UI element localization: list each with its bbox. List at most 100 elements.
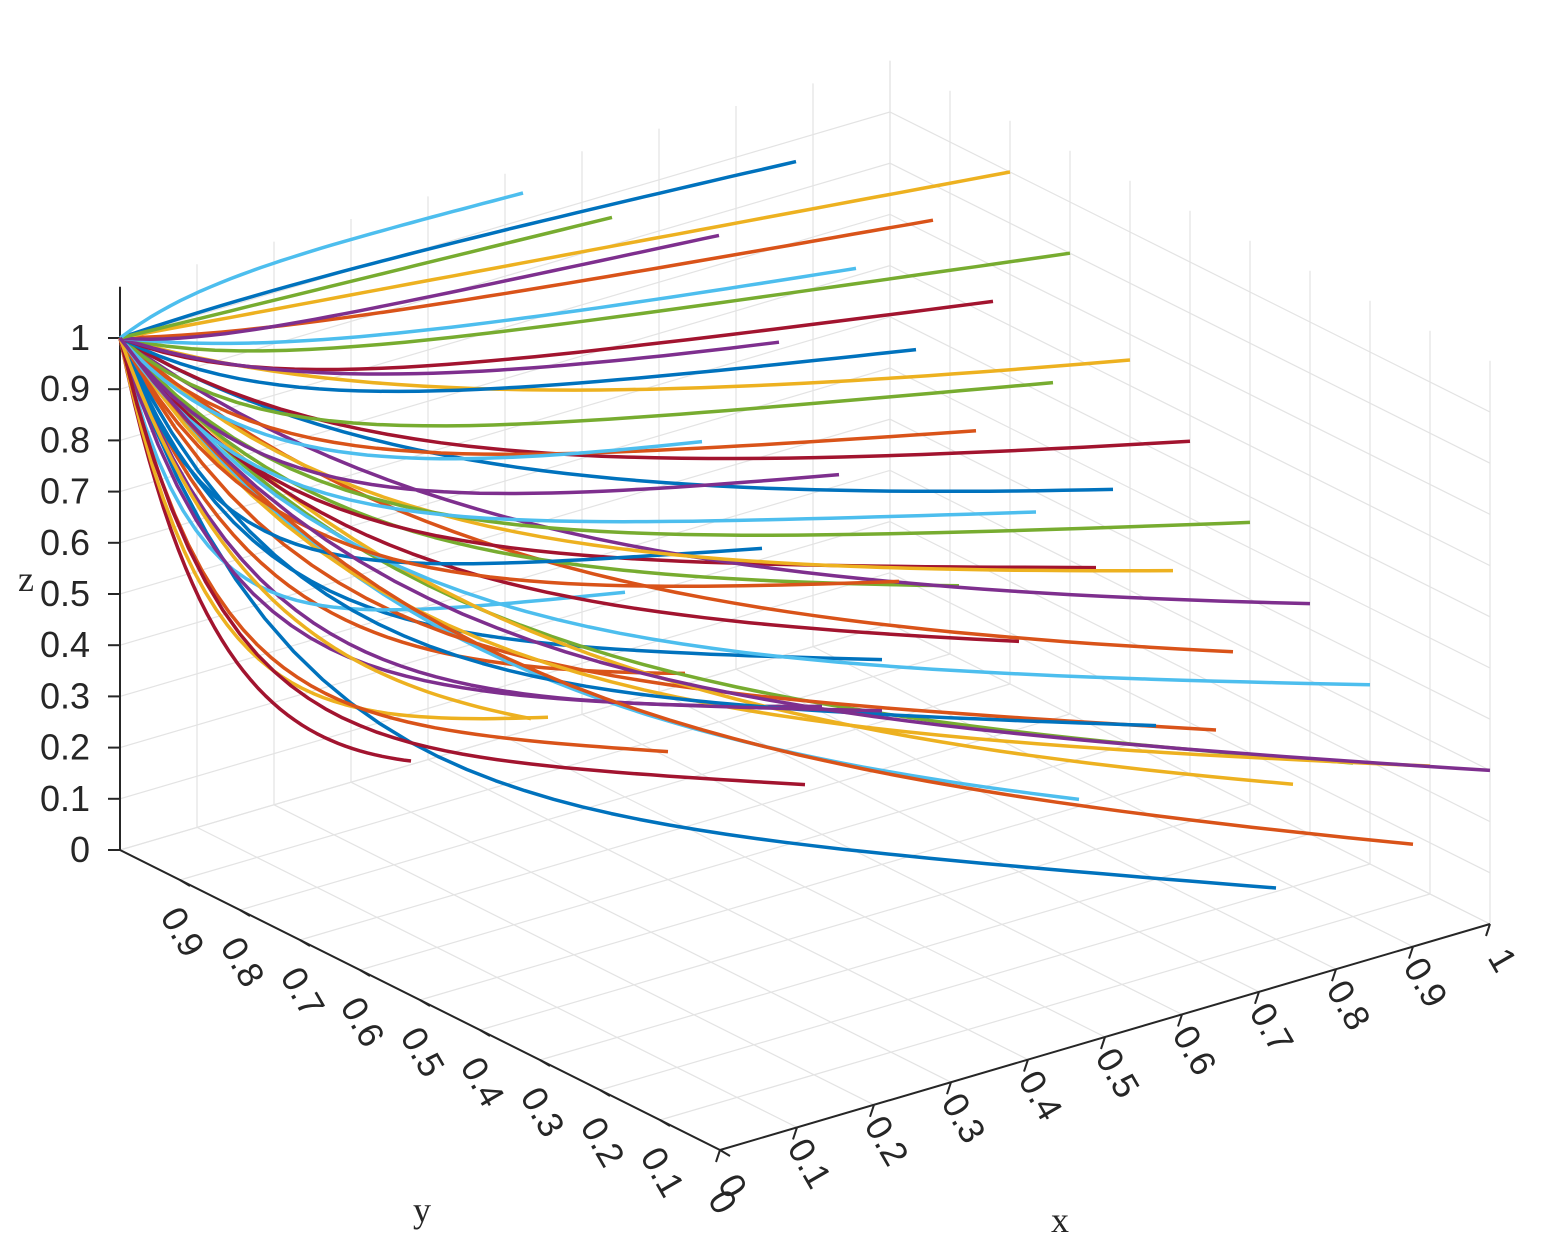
series-line bbox=[118, 337, 412, 763]
series-line bbox=[119, 336, 780, 376]
series-line bbox=[118, 337, 626, 612]
y-tick-mark bbox=[179, 879, 191, 887]
y-tick-label: 0.9 bbox=[153, 900, 214, 964]
z-tick-label: 0.2 bbox=[40, 727, 90, 768]
series-line bbox=[118, 191, 524, 340]
series-line bbox=[119, 336, 1131, 392]
y-tick-label: 0.5 bbox=[393, 1020, 454, 1084]
y-tick-mark bbox=[719, 1149, 731, 1157]
z-tick-label: 0.3 bbox=[40, 675, 90, 716]
x-tick-mark bbox=[1023, 1059, 1029, 1072]
floor-gridline bbox=[658, 691, 1260, 993]
z-tick-label: 0.1 bbox=[40, 778, 90, 819]
series-line bbox=[118, 337, 1277, 890]
floor-gridline bbox=[359, 743, 1131, 971]
series-line bbox=[118, 336, 1037, 524]
x-tick-label: 0.9 bbox=[1396, 950, 1457, 1014]
side-wall-gridline bbox=[889, 367, 1491, 669]
series-line bbox=[118, 337, 806, 787]
y-tick-mark bbox=[659, 1119, 671, 1127]
z-tick-label: 0.8 bbox=[40, 419, 90, 460]
series-line bbox=[118, 336, 1020, 644]
series-line bbox=[118, 337, 669, 754]
series-line bbox=[119, 266, 857, 346]
y-tick-mark bbox=[239, 909, 251, 917]
series-line bbox=[119, 299, 994, 372]
series-line bbox=[119, 336, 1191, 461]
series-line bbox=[118, 336, 1414, 846]
side-wall-gridline bbox=[889, 162, 1491, 464]
side-wall-gridline bbox=[889, 265, 1491, 567]
x-axis-label: x bbox=[1051, 1200, 1069, 1240]
z-tick-label: 0.5 bbox=[40, 573, 90, 614]
x-tick-mark bbox=[946, 1081, 952, 1095]
y-tick-mark bbox=[599, 1089, 611, 1097]
series-line bbox=[118, 336, 1174, 573]
x-tick-mark bbox=[1100, 1036, 1106, 1050]
back-wall-gridline bbox=[119, 367, 891, 595]
floor-gridline bbox=[735, 668, 1337, 970]
x-tick-label: 0.6 bbox=[1165, 1018, 1226, 1082]
series-line bbox=[118, 336, 703, 461]
back-wall-gridline bbox=[119, 213, 891, 441]
z-tick-label: 0.9 bbox=[40, 368, 90, 409]
z-axis-label: z bbox=[18, 559, 34, 599]
y-axis-label: y bbox=[413, 1190, 431, 1230]
y-tick-label: 0.8 bbox=[213, 930, 274, 994]
series-line bbox=[118, 337, 883, 713]
y-tick-label: 0.2 bbox=[573, 1110, 634, 1174]
z-tick-label: 1 bbox=[70, 317, 90, 358]
y-tick-label: 0.6 bbox=[333, 990, 394, 1054]
series-line bbox=[118, 336, 1054, 428]
series bbox=[118, 159, 1491, 890]
axes bbox=[108, 286, 1491, 1163]
y-tick-label: 0.1 bbox=[633, 1140, 694, 1204]
series-line bbox=[119, 159, 797, 340]
series-line bbox=[118, 336, 1294, 786]
series-line bbox=[119, 251, 1071, 353]
series-line bbox=[118, 337, 763, 566]
series-line bbox=[119, 233, 720, 341]
x-tick-label: 1 bbox=[1480, 941, 1526, 979]
series-line bbox=[118, 336, 1371, 687]
series-line bbox=[118, 336, 1251, 537]
y-tick-label: 0.3 bbox=[513, 1080, 574, 1144]
series-line bbox=[119, 336, 917, 394]
series-line bbox=[118, 336, 1431, 768]
series-line bbox=[119, 215, 613, 340]
floor-gridline bbox=[239, 683, 1011, 911]
z-tick-label: 0.4 bbox=[40, 624, 90, 665]
x-tick-mark bbox=[869, 1104, 875, 1118]
x-tick-mark bbox=[1254, 991, 1260, 1005]
x-tick-mark bbox=[792, 1127, 798, 1140]
x-tick-label: 0.4 bbox=[1011, 1063, 1072, 1127]
side-wall-gridline bbox=[889, 111, 1491, 413]
y-tick-label: 0.4 bbox=[453, 1050, 514, 1114]
x-tick-label: 0.5 bbox=[1088, 1041, 1149, 1105]
y-tick-mark bbox=[299, 939, 311, 947]
series-line bbox=[118, 336, 1311, 606]
z-tick-label: 0.6 bbox=[40, 522, 90, 563]
x-tick-mark bbox=[1485, 923, 1491, 937]
x-tick-label: 0.3 bbox=[934, 1086, 995, 1150]
x-tick-label: 0.2 bbox=[857, 1109, 918, 1173]
series-line bbox=[118, 337, 1217, 732]
y-tick-mark bbox=[419, 999, 431, 1007]
x-tick-label: 0.7 bbox=[1242, 996, 1303, 1060]
back-wall-gridline bbox=[119, 111, 891, 339]
x-tick-mark bbox=[1408, 946, 1414, 959]
z-tick-label: 0.7 bbox=[40, 471, 90, 512]
series-line bbox=[119, 170, 1011, 340]
x-tick-label: 0.1 bbox=[780, 1131, 841, 1195]
z-tick-label: 0 bbox=[70, 829, 90, 870]
floor-gridline bbox=[581, 713, 1183, 1015]
y-tick-label: 0.7 bbox=[273, 960, 334, 1024]
y-tick-mark bbox=[359, 969, 371, 977]
x-tick-mark bbox=[715, 1149, 721, 1163]
floor-gridline bbox=[812, 646, 1414, 948]
series-line bbox=[118, 336, 1080, 802]
series-line bbox=[118, 337, 1157, 728]
side-wall-gridline bbox=[889, 316, 1491, 618]
y-tick-mark bbox=[539, 1059, 551, 1067]
